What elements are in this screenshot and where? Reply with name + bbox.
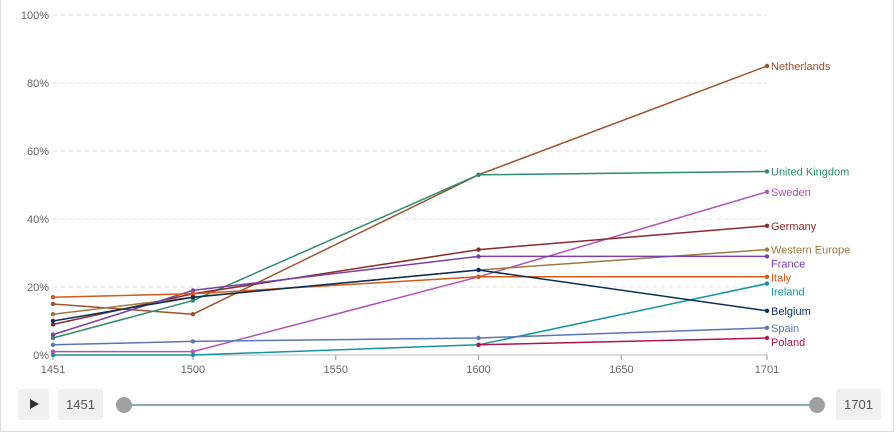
data-point-netherlands[interactable] <box>50 301 56 307</box>
data-point-france[interactable] <box>190 288 196 293</box>
x-tick-label: 1600 <box>466 364 490 376</box>
series-label-spain[interactable]: Spain <box>771 323 799 335</box>
series-line-italy[interactable] <box>52 276 767 298</box>
data-point-spain[interactable] <box>50 342 56 347</box>
data-point-poland[interactable] <box>476 342 481 347</box>
data-point-united-kingdom[interactable] <box>190 298 196 303</box>
data-point-belgium[interactable] <box>476 267 481 273</box>
series-line-france[interactable] <box>52 255 767 336</box>
y-tick-label: 40% <box>27 214 49 226</box>
data-point-italy[interactable] <box>476 274 481 279</box>
data-point-united-kingdom[interactable] <box>764 169 770 174</box>
data-point-germany[interactable] <box>476 247 481 252</box>
series-label-germany[interactable]: Germany <box>771 221 817 233</box>
series-label-netherlands[interactable]: Netherlands <box>771 61 831 73</box>
series-line-spain[interactable] <box>52 327 768 346</box>
data-point-belgium[interactable] <box>50 318 56 324</box>
x-tick-label: 1451 <box>41 364 65 376</box>
data-point-ireland[interactable] <box>50 352 56 358</box>
data-point-spain[interactable] <box>190 339 196 344</box>
grid-lines <box>53 14 767 356</box>
series-line-western-europe[interactable] <box>52 248 768 315</box>
data-point-netherlands[interactable] <box>190 312 196 317</box>
data-point-belgium[interactable] <box>190 295 196 300</box>
series-line-ireland[interactable] <box>53 282 768 356</box>
x-axis-ticks: 1451 1500 1550 1600 1650 1701 <box>41 355 779 376</box>
data-point-spain[interactable] <box>764 325 770 330</box>
play-button[interactable] <box>18 389 49 420</box>
y-tick-label: 0% <box>33 350 49 362</box>
data-point-ireland[interactable] <box>764 281 770 286</box>
series-line-united-kingdom[interactable] <box>52 170 768 339</box>
line-chart: 0%20%40%60%80%100% 1451 1500 1550 1600 1650 1… <box>21 10 850 376</box>
data-point-united-kingdom[interactable] <box>476 172 481 177</box>
end-year-box[interactable]: 1701 <box>836 389 881 420</box>
data-point-germany[interactable] <box>50 322 56 327</box>
play-icon <box>30 399 39 409</box>
data-point-sweden[interactable] <box>50 349 56 354</box>
data-point-italy[interactable] <box>764 274 770 279</box>
data-point-sweden[interactable] <box>764 189 770 194</box>
series-label-western-europe[interactable]: Western Europe <box>771 245 850 257</box>
data-point-spain[interactable] <box>476 335 481 341</box>
series-label-sweden[interactable]: Sweden <box>771 187 811 199</box>
start-year-box[interactable]: 1451 <box>58 389 103 420</box>
data-point-netherlands[interactable] <box>764 63 770 69</box>
y-axis-ticks: 0% 20% 40% 60% 80% 100% <box>21 10 49 362</box>
data-point-ireland[interactable] <box>190 352 196 358</box>
data-point-poland[interactable] <box>764 335 770 341</box>
y-tick-label: 80% <box>27 78 49 90</box>
timeline-slider-track[interactable] <box>124 404 817 406</box>
series-label-ireland[interactable]: Ireland <box>771 287 805 299</box>
data-point-italy[interactable] <box>190 291 196 296</box>
series-label-poland[interactable]: Poland <box>771 337 805 349</box>
data-point-france[interactable] <box>476 254 481 259</box>
series-label-united-kingdom[interactable]: United Kingdom <box>771 166 849 178</box>
series-label-belgium[interactable]: Belgium <box>771 306 811 318</box>
data-point-france[interactable] <box>764 254 770 259</box>
y-tick-label: 100% <box>21 10 49 22</box>
y-tick-label: 60% <box>27 146 49 158</box>
x-tick-label: 1500 <box>181 364 205 376</box>
data-point-western-europe[interactable] <box>764 247 770 252</box>
data-point-italy[interactable] <box>50 295 56 300</box>
y-tick-label: 20% <box>27 282 49 294</box>
data-point-france[interactable] <box>50 332 56 337</box>
timeline-start-handle[interactable] <box>116 397 132 413</box>
series-label-france[interactable]: France <box>771 259 805 271</box>
series-line-belgium[interactable] <box>52 269 768 322</box>
x-tick-label: 1550 <box>324 364 348 376</box>
data-point-belgium[interactable] <box>764 308 770 313</box>
data-point-western-europe[interactable] <box>50 312 56 317</box>
series-line-poland[interactable] <box>478 337 768 346</box>
series-label-italy[interactable]: Italy <box>771 273 792 285</box>
data-point-sweden[interactable] <box>190 349 196 354</box>
series-labels: Netherlands United Kingdom Sweden Germany We… <box>771 61 850 349</box>
x-tick-label: 1701 <box>755 364 779 376</box>
data-point-germany[interactable] <box>764 223 770 228</box>
timeline-end-handle[interactable] <box>809 397 825 413</box>
x-tick-label: 1650 <box>609 364 633 376</box>
data-point-united-kingdom[interactable] <box>50 335 56 341</box>
series-line-sweden[interactable] <box>53 191 768 353</box>
series-lines <box>50 63 770 358</box>
